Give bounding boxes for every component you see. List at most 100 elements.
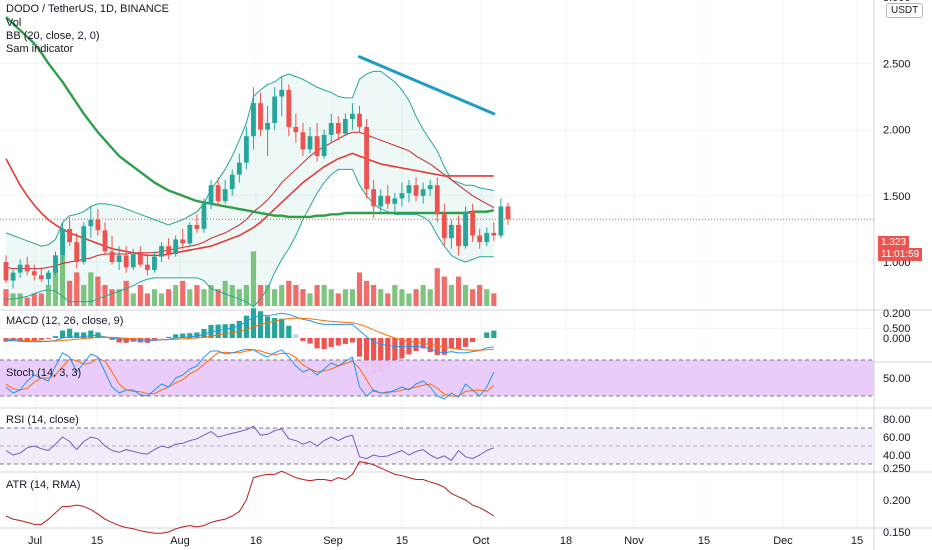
macd-label[interactable]: MACD (12, 26, close, 9) [6, 315, 124, 327]
candle-body[interactable] [159, 246, 164, 257]
candle-body[interactable] [413, 185, 419, 196]
candle-body[interactable] [31, 271, 37, 276]
stoch-pane[interactable] [0, 348, 874, 400]
candle-body[interactable] [17, 264, 23, 273]
candle-body[interactable] [491, 232, 497, 236]
candle-body[interactable] [399, 193, 405, 199]
candle-body[interactable] [116, 255, 122, 262]
candle-body[interactable] [130, 254, 136, 268]
candle-body[interactable] [265, 122, 270, 130]
candle-body[interactable] [406, 185, 412, 194]
bb-basis-line[interactable] [5, 131, 495, 270]
candle-body[interactable] [215, 185, 221, 202]
atr-line[interactable] [5, 461, 495, 534]
indicator-bb-label[interactable]: BB (20, close, 2, 0) [6, 30, 100, 42]
price-axis[interactable]: 4.5004.0003.5003.0002.5002.0001.5001.000… [883, 0, 911, 539]
rsi-label[interactable]: RSI (14, close) [6, 414, 79, 426]
candle-body[interactable] [88, 219, 94, 227]
symbol-title[interactable]: DODO / TetherUS, 1D, BINANCE [6, 3, 170, 15]
candle-body[interactable] [357, 113, 362, 127]
candle-body[interactable] [194, 224, 200, 229]
candle-body[interactable] [378, 195, 384, 207]
candle-body[interactable] [222, 189, 228, 202]
candle-body[interactable] [229, 174, 235, 190]
candle-body[interactable] [307, 136, 313, 150]
macd-line[interactable] [6, 312, 494, 354]
rsi-pane[interactable] [0, 425, 874, 465]
candle-body[interactable] [152, 256, 157, 270]
candle-body[interactable] [498, 206, 504, 236]
candle-body[interactable] [109, 251, 115, 262]
candle-body[interactable] [173, 239, 179, 255]
atr-label[interactable]: ATR (14, RMA) [6, 479, 81, 491]
indicator-sam-label[interactable]: Sam indicator [6, 43, 74, 55]
candle-body[interactable] [300, 132, 306, 150]
candle-body[interactable] [456, 224, 461, 247]
candle-body[interactable] [67, 228, 73, 243]
candle-body[interactable] [328, 122, 334, 135]
indicator-vol-label[interactable]: Vol [6, 17, 22, 29]
candle-body[interactable] [279, 89, 285, 97]
candle-body[interactable] [420, 189, 426, 196]
bb-upper-line[interactable] [5, 70, 494, 247]
candle-body[interactable] [314, 136, 320, 157]
stoch-label[interactable]: Stoch (14, 3, 3) [6, 367, 82, 379]
candle-body[interactable] [385, 195, 391, 204]
candle-body[interactable] [102, 230, 108, 252]
candle-body[interactable] [427, 185, 433, 190]
candle-body[interactable] [3, 262, 9, 281]
candle-body[interactable] [10, 272, 16, 281]
candle-body[interactable] [470, 211, 476, 236]
candle-body[interactable] [187, 224, 193, 244]
candle-body[interactable] [441, 214, 447, 239]
candle-body[interactable] [166, 246, 172, 255]
candle-body[interactable] [95, 219, 101, 231]
candle-body[interactable] [53, 255, 58, 273]
candle-body[interactable] [180, 239, 186, 244]
candle-body[interactable] [321, 134, 327, 157]
candle-body[interactable] [342, 119, 348, 134]
main-price-pane[interactable] [0, 16, 874, 308]
candle-body[interactable] [258, 103, 263, 130]
stoch-d-line[interactable] [5, 349, 495, 398]
bb-lower-line[interactable] [6, 168, 494, 308]
candle-body[interactable] [293, 126, 299, 133]
candle-body[interactable] [137, 254, 143, 265]
candle-body[interactable] [286, 89, 292, 127]
candle-body[interactable] [123, 255, 129, 268]
candle-body[interactable] [145, 264, 150, 270]
candle-body[interactable] [81, 226, 87, 262]
atr-pane[interactable] [5, 461, 495, 534]
macd-pane[interactable] [3, 308, 497, 374]
time-axis[interactable]: Jul 15 Aug 16 Sep 15 Oct 18 Nov 15 Dec 15 [28, 535, 863, 547]
candle-body[interactable] [24, 264, 30, 272]
candle-body[interactable] [46, 272, 51, 280]
candle-body[interactable] [463, 211, 468, 247]
green-ma-line[interactable] [5, 16, 495, 219]
currency-button[interactable]: USDT [886, 3, 924, 18]
candle-body[interactable] [484, 232, 490, 243]
candle-body[interactable] [208, 185, 214, 204]
candle-body[interactable] [251, 103, 256, 137]
trendline[interactable] [358, 55, 496, 116]
candle-body[interactable] [449, 224, 454, 239]
candle-body[interactable] [38, 275, 44, 280]
macd-signal-line[interactable] [5, 317, 494, 351]
candle-body[interactable] [272, 96, 278, 123]
candle-body[interactable] [243, 136, 249, 163]
red-ma-line[interactable] [5, 152, 494, 257]
stoch-k-line[interactable] [5, 348, 495, 400]
candle-body[interactable] [371, 189, 377, 207]
candle-body[interactable] [477, 235, 483, 243]
candle-body[interactable] [201, 203, 207, 229]
candle-body[interactable] [74, 242, 80, 262]
candle-body[interactable] [60, 228, 65, 256]
rsi-line[interactable] [5, 425, 495, 461]
candle-body[interactable] [505, 206, 511, 220]
candle-body[interactable] [350, 113, 355, 120]
candle-body[interactable] [392, 198, 398, 204]
candle-body[interactable] [434, 185, 440, 215]
candle-body[interactable] [364, 126, 369, 190]
candle-body[interactable] [335, 122, 341, 134]
